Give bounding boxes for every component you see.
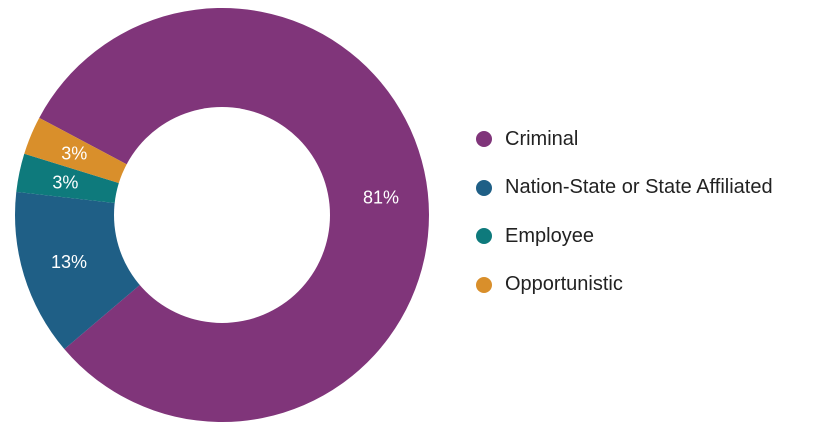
legend-swatch — [476, 276, 492, 293]
slice-label-opportunistic: 3% — [61, 144, 87, 164]
legend-swatch — [476, 228, 492, 245]
legend-swatch — [476, 131, 492, 148]
legend-label: Nation-State or State Affiliated — [505, 176, 773, 199]
legend: Criminal Nation-State or State Affiliated… — [476, 115, 773, 309]
legend-item-employee: Employee — [476, 212, 773, 261]
slice-label-criminal: 81% — [363, 188, 399, 208]
legend-swatch — [476, 179, 492, 196]
legend-item-nation-state-or-state-affiliated: Nation-State or State Affiliated — [476, 164, 773, 213]
slice-label-employee: 3% — [52, 172, 78, 192]
legend-item-opportunistic: Opportunistic — [476, 261, 773, 310]
legend-label: Employee — [505, 224, 594, 247]
legend-item-criminal: Criminal — [476, 115, 773, 164]
legend-label: Criminal — [505, 127, 579, 150]
donut-hole — [114, 107, 330, 323]
slice-label-nation-state-or-state-affiliated: 13% — [51, 252, 87, 272]
donut-chart: 81% 13% 3% 3% — [15, 8, 429, 423]
legend-label: Opportunistic — [505, 273, 623, 296]
slice-labels: 81% 13% 3% 3% — [51, 144, 399, 272]
